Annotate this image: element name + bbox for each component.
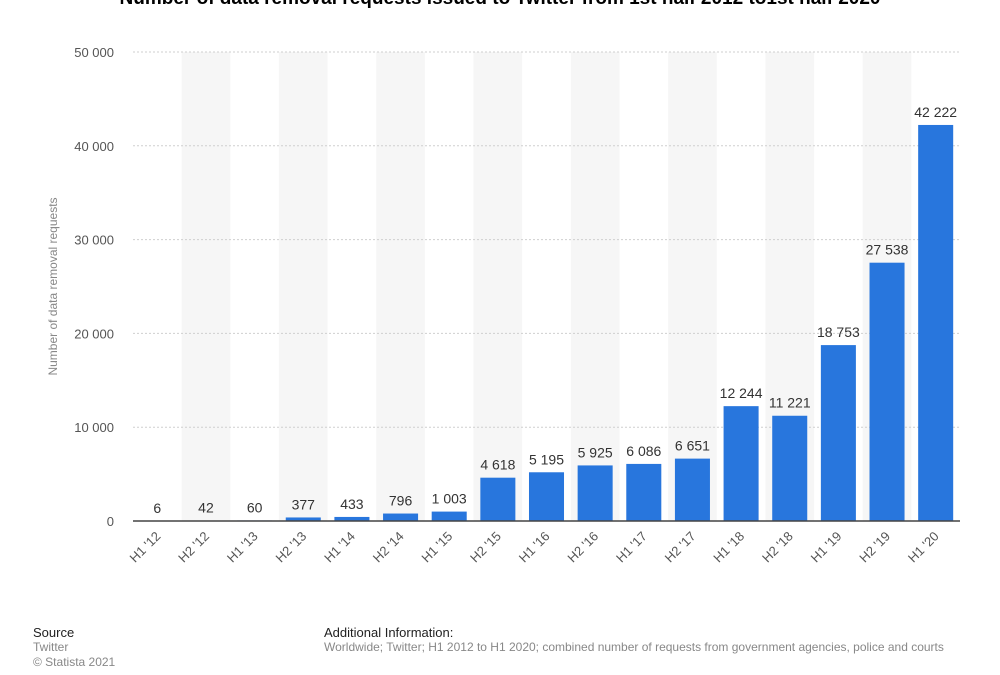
x-tick-label: H2 '16	[564, 529, 601, 566]
source-heading: Source	[33, 625, 75, 640]
data-label: 5 195	[529, 451, 564, 467]
band	[181, 52, 231, 521]
bar	[383, 513, 419, 521]
x-tick-label: H2 '17	[662, 529, 699, 566]
x-tick-label: H1 '16	[516, 529, 553, 566]
bar	[869, 262, 905, 521]
source-block: Source Twitter © Statista 2021	[33, 625, 115, 670]
x-tick-label: H2 '15	[467, 529, 504, 566]
data-label: 4 618	[480, 457, 515, 473]
data-label: 18 753	[817, 324, 860, 340]
bar	[820, 345, 856, 521]
band	[570, 52, 620, 521]
y-tick-label: 0	[107, 514, 114, 529]
data-labels: 6 42 60 377 433 796 1 003 4 618 5 195 5 925 6 086 6…	[153, 104, 957, 516]
x-tick-label: H2 '14	[370, 529, 407, 566]
bar	[431, 511, 467, 521]
y-tick-label: 30 000	[74, 233, 114, 248]
x-tick-label: H1 '19	[808, 529, 845, 566]
data-label: 12 244	[720, 385, 763, 401]
data-label: 11 221	[769, 395, 811, 411]
bar	[285, 517, 321, 521]
bars	[139, 124, 954, 521]
additional-info-block: Additional Information: Worldwide; Twitt…	[324, 625, 944, 655]
additional-info-heading: Additional Information:	[324, 625, 454, 640]
bar	[626, 463, 662, 521]
x-tick-label: H2 '13	[272, 529, 309, 566]
x-tick-label: H1 '17	[613, 529, 650, 566]
y-tick-label: 20 000	[74, 326, 114, 341]
band	[473, 52, 523, 521]
bar	[577, 465, 613, 521]
data-label: 6	[153, 500, 161, 516]
bar	[528, 472, 565, 521]
bar	[918, 124, 954, 521]
data-label: 60	[247, 499, 263, 515]
x-tick-label: H1 '12	[127, 529, 164, 566]
x-tick-label: H2 '12	[175, 529, 212, 566]
additional-info-text: Worldwide; Twitter; H1 2012 to H1 2020; …	[324, 640, 944, 654]
bar	[674, 458, 710, 521]
source-name: Twitter	[33, 640, 69, 654]
x-tick-label: H1 '18	[710, 529, 747, 566]
band	[668, 52, 717, 521]
y-tick-label: 40 000	[74, 139, 114, 154]
data-label: 6 086	[626, 443, 661, 459]
data-label: 6 651	[675, 438, 710, 454]
x-tick-label: H1 '15	[418, 529, 455, 566]
x-tick-label: H1 '13	[224, 529, 261, 566]
bar	[480, 477, 516, 521]
data-label: 796	[389, 493, 413, 509]
data-label: 5 925	[578, 444, 613, 460]
data-label: 42 222	[914, 104, 957, 120]
y-tick-label: 10 000	[74, 420, 114, 435]
x-tick-label: H2 '18	[759, 529, 796, 566]
bar	[772, 415, 808, 521]
x-axis-ticks: H1 '12 H2 '12 H1 '13 H2 '13 H1 '14 H2 '14 H1 '…	[127, 529, 942, 566]
data-label: 27 538	[866, 242, 909, 258]
x-tick-label: H1 '14	[321, 529, 358, 566]
band	[278, 52, 328, 521]
y-axis-ticks: 0 10 000 20 000 30 000 40 000 50 000	[74, 45, 114, 529]
copyright: © Statista 2021	[33, 655, 116, 669]
x-tick-label: H1 '20	[905, 529, 942, 566]
data-label: 42	[198, 500, 214, 516]
y-tick-label: 50 000	[74, 45, 114, 60]
band	[376, 52, 425, 521]
data-label: 1 003	[432, 491, 467, 507]
x-tick-label: H2 '19	[856, 529, 893, 566]
chart-title: Number of data removal requests issued t…	[0, 0, 1000, 10]
data-label: 377	[292, 496, 316, 512]
gridlines	[133, 51, 960, 428]
bar	[334, 516, 370, 521]
data-label: 433	[340, 496, 364, 512]
y-axis-label: Number of data removal requests	[46, 197, 60, 375]
bar-chart: 0 10 000 20 000 30 000 40 000 50 000 6 42 60 377…	[46, 45, 960, 566]
bar	[723, 406, 759, 521]
